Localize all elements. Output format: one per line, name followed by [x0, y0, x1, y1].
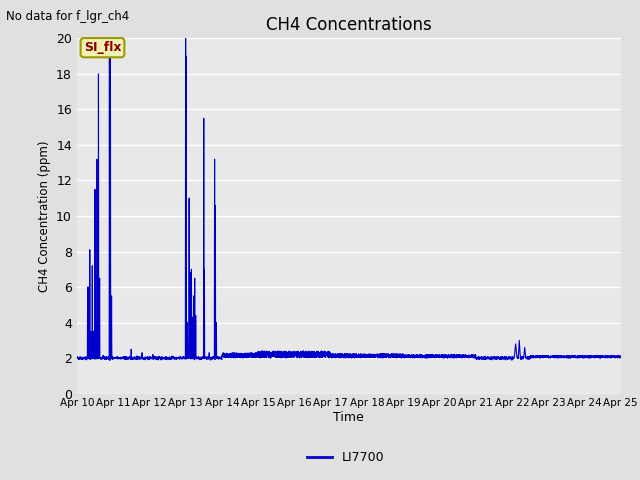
Legend: LI7700: LI7700	[302, 446, 389, 469]
Text: No data for f_lgr_ch4: No data for f_lgr_ch4	[6, 10, 130, 23]
X-axis label: Time: Time	[333, 411, 364, 424]
Title: CH4 Concentrations: CH4 Concentrations	[266, 16, 431, 34]
Y-axis label: CH4 Concentration (ppm): CH4 Concentration (ppm)	[38, 140, 51, 292]
Text: SI_flx: SI_flx	[84, 41, 121, 54]
